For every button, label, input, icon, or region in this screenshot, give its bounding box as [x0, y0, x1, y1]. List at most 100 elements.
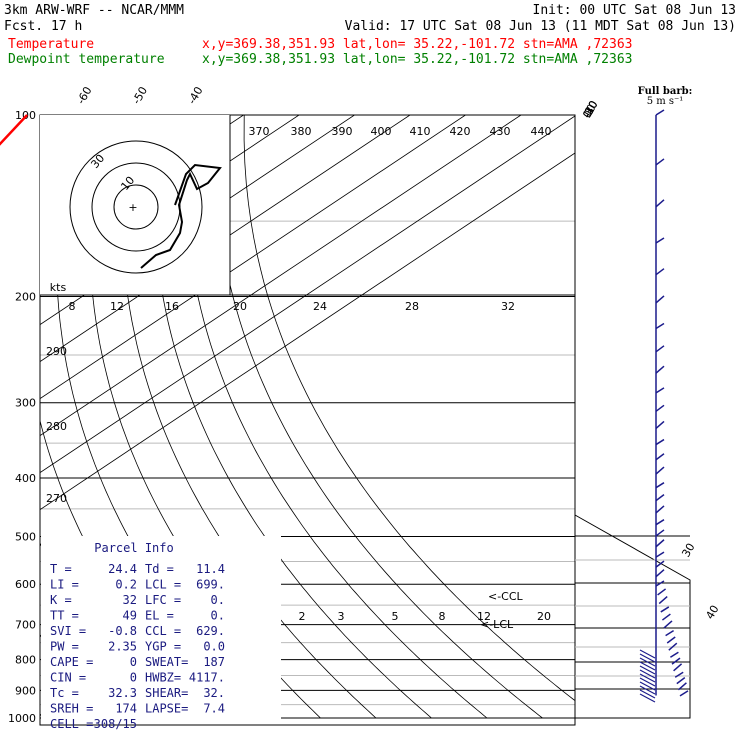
parcel-value: 32 [123, 593, 137, 607]
height-tick-label: 370 [249, 125, 270, 138]
parcel-label: Tc = [50, 686, 79, 700]
parcel-label: CIN = [50, 671, 86, 685]
parcel-value: 0. [211, 593, 225, 607]
wind-barb [655, 420, 665, 430]
skew-extension [574, 514, 691, 719]
height-tick-label: 430 [490, 125, 511, 138]
parcel-value: 308/15 [94, 717, 137, 731]
wind-barb [658, 596, 668, 605]
wind-barb [655, 199, 665, 208]
height-tick-label: 420 [450, 125, 471, 138]
header: 3km ARW-WRF -- NCAR/MMM Init: 00 UTC Sat… [4, 3, 736, 67]
wind-barb [655, 519, 665, 526]
parcel-label: LAPSE= [145, 702, 188, 716]
parcel-value: 4117. [189, 671, 225, 685]
pressure-tick-label: 1000 [8, 712, 36, 725]
parcel-info-box: Parcel Info T = 24.4 Td = 11.4 LI = 0.2 LCL = 69… [41, 536, 281, 731]
wind-barb [655, 466, 665, 475]
wind-barb [639, 661, 656, 671]
parcel-label: LI = [50, 578, 79, 592]
parcel-value: 24.4 [108, 562, 137, 576]
parcel-label: PW = [50, 640, 79, 654]
wind-barb [639, 693, 656, 703]
pressure-tick-label: 700 [15, 619, 36, 632]
speed-tick-label: 12 [110, 300, 124, 313]
wind-barb [666, 636, 676, 644]
wind-barb [671, 657, 681, 665]
wind-barb [639, 657, 656, 667]
wind-barb [639, 685, 656, 695]
parcel-value: 174 [115, 702, 137, 716]
wind-barb [639, 649, 656, 659]
temperature-info: x,y=369.38,351.93 lat,lon= 35.22,-101.72… [202, 37, 632, 52]
wind-barb [655, 482, 665, 489]
pressure-tick-label: 400 [15, 472, 36, 485]
parcel-label: T = [50, 562, 72, 576]
parcel-label: CELL = [50, 717, 93, 731]
wind-barb [668, 642, 678, 651]
theta-label: 270 [46, 492, 67, 505]
valid-time: Valid: 17 UTC Sat 08 Jun 13 (11 MDT Sat … [345, 19, 736, 34]
parcel-value: 2.35 [108, 640, 137, 654]
pressure-tick-label: 600 [15, 578, 36, 591]
wind-barb [663, 620, 673, 629]
wind-barb [655, 438, 665, 446]
dewpoint-legend: Dewpoint temperature [8, 52, 165, 67]
parcel-label: CCL = [145, 624, 181, 638]
hodograph-bg [40, 115, 230, 295]
wind-barb [655, 404, 665, 412]
wind-barb [655, 505, 665, 514]
height-tick-label: 400 [371, 125, 392, 138]
wind-barb [655, 295, 665, 304]
parcel-label: SHEAR= [145, 686, 188, 700]
parcel-label: K = [50, 593, 72, 607]
mixing-ratio-label: 2 [299, 610, 306, 623]
height-tick-label: 440 [531, 125, 552, 138]
parcel-value: 629. [196, 624, 225, 638]
parcel-label: TT = [50, 609, 79, 623]
parcel-label: LFC = [145, 593, 181, 607]
wind-barb [670, 651, 679, 658]
model-title: 3km ARW-WRF -- NCAR/MMM [4, 3, 184, 18]
speed-tick-label: 8 [69, 300, 76, 313]
wind-barb [674, 671, 684, 678]
parcel-value: 0 [130, 655, 137, 669]
dry-adiabat [183, 115, 488, 719]
pressure-tick-label: 200 [15, 291, 36, 304]
hodograph-ring [69, 140, 203, 274]
dewpoint-info: x,y=369.38,351.93 lat,lon= 35.22,-101.72… [202, 52, 632, 67]
wind-barb [655, 551, 665, 558]
temp-tick-label: -60 [74, 84, 94, 106]
parcel-value: 187 [203, 655, 225, 669]
barb-key: Full barb: 5 m s⁻¹ [638, 86, 693, 107]
pressure-tick-label: 800 [15, 654, 36, 667]
height-tick-label: 390 [332, 125, 353, 138]
lcl-annotation: <-LCL [480, 618, 514, 631]
parcel-value: -0.8 [108, 624, 137, 638]
wind-barb [655, 268, 665, 276]
parcel-label: SVI = [50, 624, 86, 638]
wind-barb [655, 345, 665, 353]
height-tick-label: 410 [410, 125, 431, 138]
pressure-tick-label: 300 [15, 397, 36, 410]
speed-tick-label: 32 [501, 300, 515, 313]
wind-barb [679, 690, 689, 697]
wind-barb [655, 365, 665, 374]
wind-barb [673, 663, 683, 672]
dry-adiabat [152, 115, 432, 719]
pressure-tick-label: 500 [15, 530, 36, 543]
wind-barb [655, 387, 665, 394]
temp-tick-label: 30 [679, 541, 697, 560]
isotherm [40, 115, 466, 400]
hodograph-trace [140, 163, 222, 269]
barb-key-title: Full barb: [638, 86, 693, 97]
wind-barb [639, 689, 656, 699]
hodograph-units: kts [50, 281, 67, 294]
wind-barb [676, 677, 686, 685]
parcel-label: CAPE = [50, 655, 93, 669]
parcel-value: 0 [130, 671, 137, 685]
wind-barb [660, 606, 670, 613]
parcel-value: 32.3 [108, 686, 137, 700]
temp-tick-label: -50 [130, 84, 150, 106]
